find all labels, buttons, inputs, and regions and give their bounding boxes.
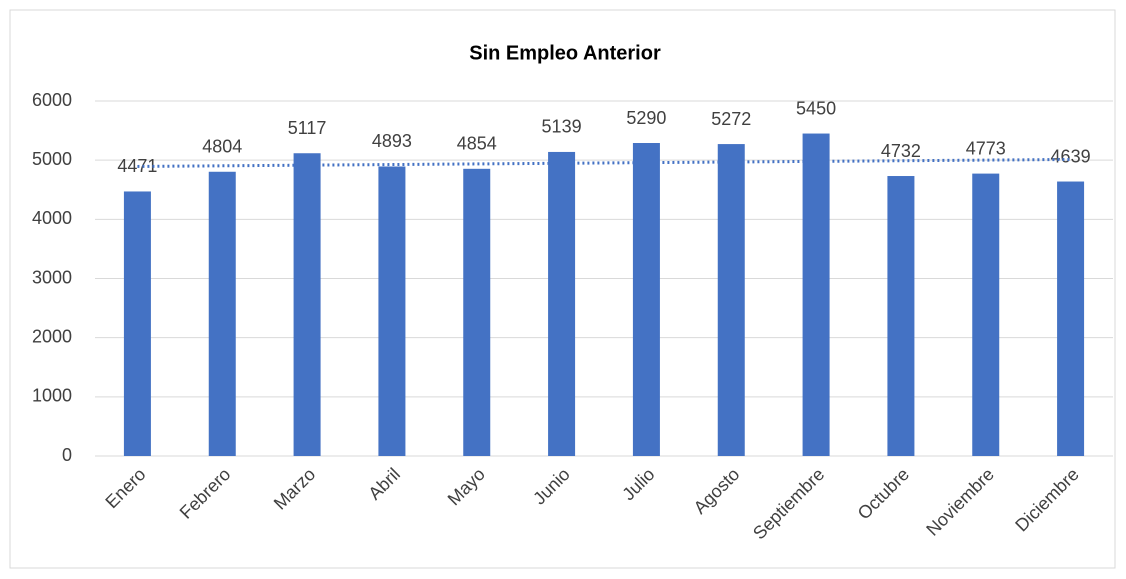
bar — [123, 191, 151, 457]
data-label: 4639 — [1051, 146, 1091, 166]
bar — [463, 168, 491, 456]
chart-title: Sin Empleo Anterior — [469, 42, 661, 64]
y-tick-label: 4000 — [32, 208, 72, 228]
data-label: 5272 — [711, 109, 751, 129]
data-label: 5139 — [542, 117, 582, 137]
data-label: 4854 — [457, 134, 497, 154]
bar — [293, 153, 321, 456]
data-label: 5450 — [796, 98, 836, 118]
data-label: 4773 — [966, 138, 1006, 158]
y-tick-label: 2000 — [32, 326, 72, 346]
data-label: 5290 — [626, 108, 666, 128]
bar — [378, 166, 406, 456]
y-tick-label: 5000 — [32, 149, 72, 169]
bar — [632, 143, 660, 456]
data-label: 4732 — [881, 141, 921, 161]
bar — [717, 144, 745, 456]
bar — [887, 176, 915, 457]
data-label: 5117 — [288, 118, 327, 138]
y-tick-label: 1000 — [32, 386, 72, 406]
bar — [802, 133, 830, 456]
data-label: 4804 — [202, 137, 242, 157]
bar — [1057, 181, 1085, 457]
y-tick-label: 6000 — [32, 90, 72, 110]
y-tick-label: 0 — [62, 445, 72, 465]
y-tick-label: 3000 — [32, 267, 72, 287]
bar — [548, 151, 576, 456]
bar — [208, 171, 236, 456]
bar — [972, 173, 1000, 456]
trendline — [137, 157, 1071, 168]
data-label: 4893 — [372, 131, 412, 151]
